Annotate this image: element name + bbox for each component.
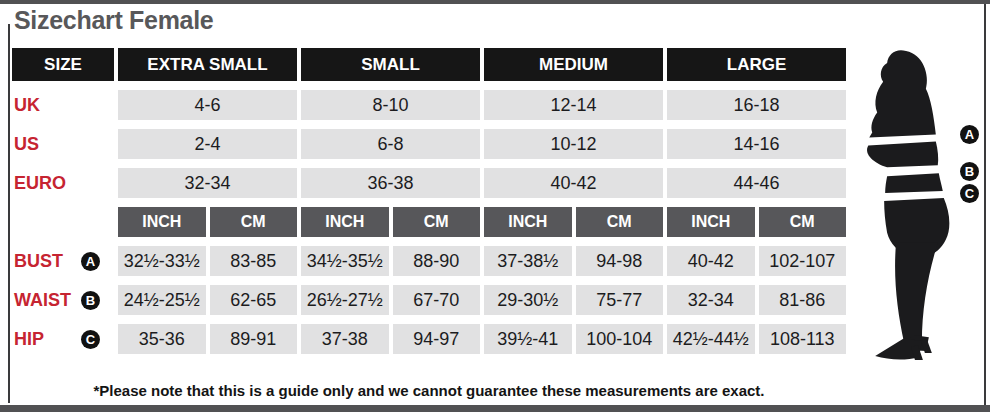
frame-right-border — [984, 4, 986, 405]
col-header-small: SMALL — [301, 48, 480, 81]
frame-top-bar — [0, 0, 990, 4]
table-cell: 35-36 — [118, 324, 206, 354]
table-cell: 39½-41 — [484, 324, 572, 354]
unit-header-cm: CM — [210, 207, 298, 237]
figure-marker-b-icon: B — [960, 162, 979, 181]
table-cell: 6-8 — [301, 129, 480, 159]
frame-left-border — [8, 24, 10, 403]
table-cell: 40-42 — [667, 246, 755, 276]
row-label-hip: HIP C — [12, 324, 114, 354]
table-cell: 94-98 — [576, 246, 664, 276]
row-label-euro: EURO — [12, 168, 114, 198]
row-label-us: US — [12, 129, 114, 159]
table-cell: 37-38 — [301, 324, 389, 354]
table-cell: 75-77 — [576, 285, 664, 315]
marker-c-badge-icon: C — [81, 330, 100, 349]
table-cell: 4-6 — [118, 90, 297, 120]
table-cell: 2-4 — [118, 129, 297, 159]
table-cell: 29-30½ — [484, 285, 572, 315]
female-silhouette-icon — [860, 46, 955, 364]
table-cell: 26½-27½ — [301, 285, 389, 315]
row-label-bust: BUST A — [12, 246, 114, 276]
table-cell: 67-70 — [393, 285, 481, 315]
table-cell: 89-91 — [210, 324, 298, 354]
unit-header-cm: CM — [576, 207, 664, 237]
unit-header-cm: CM — [759, 207, 847, 237]
marker-b-badge-icon: B — [81, 291, 100, 310]
table-cell: 16-18 — [667, 90, 846, 120]
table-cell: 14-16 — [667, 129, 846, 159]
unit-header-inch: INCH — [118, 207, 206, 237]
table-cell: 42½-44½ — [667, 324, 755, 354]
table-cell: 36-38 — [301, 168, 480, 198]
table-cell: 24½-25½ — [118, 285, 206, 315]
figure-marker-c-icon: C — [960, 184, 979, 203]
table-cell: 102-107 — [759, 246, 847, 276]
table-cell: 108-113 — [759, 324, 847, 354]
table-cell: 10-12 — [484, 129, 663, 159]
figure-marker-a-icon: A — [960, 125, 979, 144]
row-label-text: WAIST — [14, 290, 71, 311]
sizechart-page: Sizechart Female SIZE EXTRA SMALL SMALL … — [0, 0, 990, 416]
disclaimer-note: *Please note that this is a guide only a… — [12, 382, 846, 399]
size-chart-table: SIZE EXTRA SMALL SMALL MEDIUM LARGE UK 4… — [12, 48, 846, 354]
col-header-size: SIZE — [12, 48, 114, 81]
table-cell: 12-14 — [484, 90, 663, 120]
table-cell: 40-42 — [484, 168, 663, 198]
col-header-extra-small: EXTRA SMALL — [118, 48, 297, 81]
table-cell: 44-46 — [667, 168, 846, 198]
row-label-text: HIP — [14, 329, 44, 350]
unit-header-inch: INCH — [667, 207, 755, 237]
table-cell: 88-90 — [393, 246, 481, 276]
table-cell: 94-97 — [393, 324, 481, 354]
col-header-large: LARGE — [667, 48, 846, 81]
table-cell: 8-10 — [301, 90, 480, 120]
unit-row-spacer — [12, 207, 114, 237]
row-label-waist: WAIST B — [12, 285, 114, 315]
table-cell: 83-85 — [210, 246, 298, 276]
table-cell: 37-38½ — [484, 246, 572, 276]
unit-header-inch: INCH — [484, 207, 572, 237]
unit-header-cm: CM — [393, 207, 481, 237]
page-title: Sizechart Female — [14, 6, 213, 35]
table-cell: 32-34 — [118, 168, 297, 198]
table-cell: 100-104 — [576, 324, 664, 354]
table-cell: 81-86 — [759, 285, 847, 315]
col-header-medium: MEDIUM — [484, 48, 663, 81]
row-label-text: BUST — [14, 251, 63, 272]
table-cell: 32-34 — [667, 285, 755, 315]
table-cell: 62-65 — [210, 285, 298, 315]
row-label-uk: UK — [12, 90, 114, 120]
table-cell: 32½-33½ — [118, 246, 206, 276]
unit-header-inch: INCH — [301, 207, 389, 237]
marker-a-badge-icon: A — [81, 252, 100, 271]
frame-bottom-bar — [0, 405, 990, 412]
table-cell: 34½-35½ — [301, 246, 389, 276]
